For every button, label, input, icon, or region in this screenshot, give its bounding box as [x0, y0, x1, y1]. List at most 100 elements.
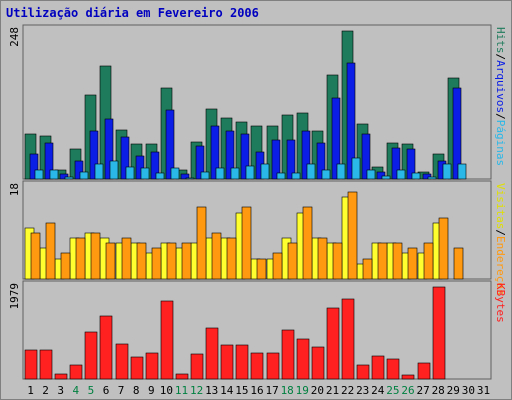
bar-kbytes-day-9	[145, 352, 159, 380]
x-tick-label: 3	[57, 384, 64, 397]
legend-entry: /	[494, 229, 507, 236]
bar-páginas-day-17	[276, 172, 286, 180]
x-tick-label: 13	[205, 384, 218, 397]
bar-endereços-day-23	[362, 258, 373, 280]
bar-páginas-day-2	[49, 169, 59, 180]
series-endereços	[30, 191, 464, 280]
bar-kbytes-day-18	[281, 329, 295, 380]
chart-title: Utilização diária em Fevereiro 2006	[6, 6, 259, 20]
x-tick-label: 5	[88, 384, 95, 397]
x-tick-label: 1	[27, 384, 34, 397]
x-tick-label: 21	[326, 384, 339, 397]
bar-páginas-day-4	[79, 171, 89, 180]
bar-kbytes-day-22	[341, 298, 355, 380]
bar-arquivos-day-8	[135, 155, 145, 180]
bar-endereços-day-5	[90, 232, 101, 280]
bar-endereços-day-13	[211, 232, 222, 280]
bar-kbytes-day-10	[160, 300, 174, 380]
bar-endereços-day-15	[241, 206, 252, 280]
bar-arquivos-day-22	[346, 62, 356, 180]
bar-kbytes-day-15	[235, 344, 249, 380]
legend-middle: Visitas/Endereços	[494, 183, 507, 296]
bar-páginas-day-28	[442, 163, 452, 180]
bar-arquivos-day-24	[376, 171, 386, 180]
bar-kbytes-day-14	[220, 344, 234, 380]
x-tick-label: 20	[311, 384, 324, 397]
bar-páginas-day-12	[200, 171, 210, 180]
bar-kbytes-day-26	[401, 374, 415, 380]
legend-entry: Visitas	[494, 183, 507, 229]
x-tick-label: 18	[281, 384, 294, 397]
legend-entry: Páginas	[494, 120, 507, 166]
bar-arquivos-day-18	[286, 139, 296, 180]
x-tick-label: 6	[103, 384, 110, 397]
legend-entry: /	[494, 113, 507, 120]
legend-entry: Hits	[494, 27, 507, 54]
bar-kbytes-day-16	[250, 352, 264, 380]
bar-arquivos-day-29	[452, 87, 462, 180]
x-tick-label: 22	[341, 384, 354, 397]
bar-endereços-day-22	[347, 191, 358, 280]
bar-kbytes-day-28	[432, 286, 446, 380]
chart-panels: 248 18 1979	[8, 24, 492, 380]
bar-endereços-day-28	[438, 217, 449, 280]
bar-páginas-day-15	[245, 165, 255, 180]
legend-entry: Endereços	[494, 236, 507, 296]
bar-arquivos-day-9	[150, 151, 160, 180]
bar-páginas-day-29	[457, 163, 467, 180]
bar-kbytes-day-2	[39, 349, 53, 380]
bar-endereços-day-26	[407, 247, 418, 280]
bar-endereços-day-8	[136, 242, 147, 280]
bar-arquivos-day-4	[74, 160, 84, 180]
bar-páginas-day-26	[411, 172, 421, 180]
bar-kbytes-day-12	[190, 353, 204, 380]
bar-páginas-day-23	[366, 169, 376, 180]
series-páginas	[34, 157, 467, 180]
panel-top: 248	[8, 24, 492, 180]
bar-arquivos-day-12	[195, 145, 205, 180]
bar-arquivos-day-20	[316, 142, 326, 180]
bar-endereços-day-2	[45, 222, 56, 280]
x-tick-label: 15	[235, 384, 248, 397]
bar-arquivos-day-27	[422, 173, 432, 180]
x-tick-label: 19	[296, 384, 309, 397]
x-tick-label: 26	[401, 384, 414, 397]
x-tick-label: 2	[42, 384, 49, 397]
x-tick-label: 25	[386, 384, 399, 397]
bar-arquivos-day-13	[210, 125, 220, 180]
bar-páginas-day-22	[351, 157, 361, 180]
bar-arquivos-day-19	[301, 130, 311, 180]
legend-entry: Arquivos	[494, 60, 507, 113]
bar-arquivos-day-5	[89, 130, 99, 180]
bar-endereços-day-6	[105, 242, 116, 280]
bar-endereços-day-11	[181, 242, 192, 280]
legend-entry: /	[494, 54, 507, 61]
x-tick-label: 17	[265, 384, 278, 397]
bar-endereços-day-3	[60, 252, 71, 280]
x-tick-label: 9	[148, 384, 155, 397]
bar-arquivos-day-6	[104, 118, 114, 180]
series-kbytes	[24, 286, 446, 380]
bar-kbytes-day-3	[54, 373, 68, 380]
bar-arquivos-day-15	[240, 133, 250, 180]
x-tick-label: 23	[356, 384, 369, 397]
bar-páginas-day-11	[185, 177, 195, 180]
x-tick-label: 4	[72, 384, 79, 397]
x-tick-label: 11	[175, 384, 188, 397]
bar-endereços-day-18	[287, 242, 298, 280]
bar-endereços-day-29	[453, 247, 464, 280]
bar-kbytes-day-1	[24, 349, 38, 380]
bar-endereços-day-17	[272, 252, 283, 280]
bar-páginas-day-8	[140, 167, 150, 180]
bar-endereços-day-10	[166, 242, 177, 280]
x-tick-label: 30	[462, 384, 475, 397]
bar-endereços-day-24	[377, 242, 388, 280]
bar-arquivos-day-2	[44, 142, 54, 180]
series-arquivos	[29, 62, 462, 180]
bar-páginas-day-20	[321, 169, 331, 180]
bar-kbytes-day-13	[205, 327, 219, 380]
bar-páginas-day-7	[125, 166, 135, 180]
bar-páginas-day-10	[170, 167, 180, 180]
